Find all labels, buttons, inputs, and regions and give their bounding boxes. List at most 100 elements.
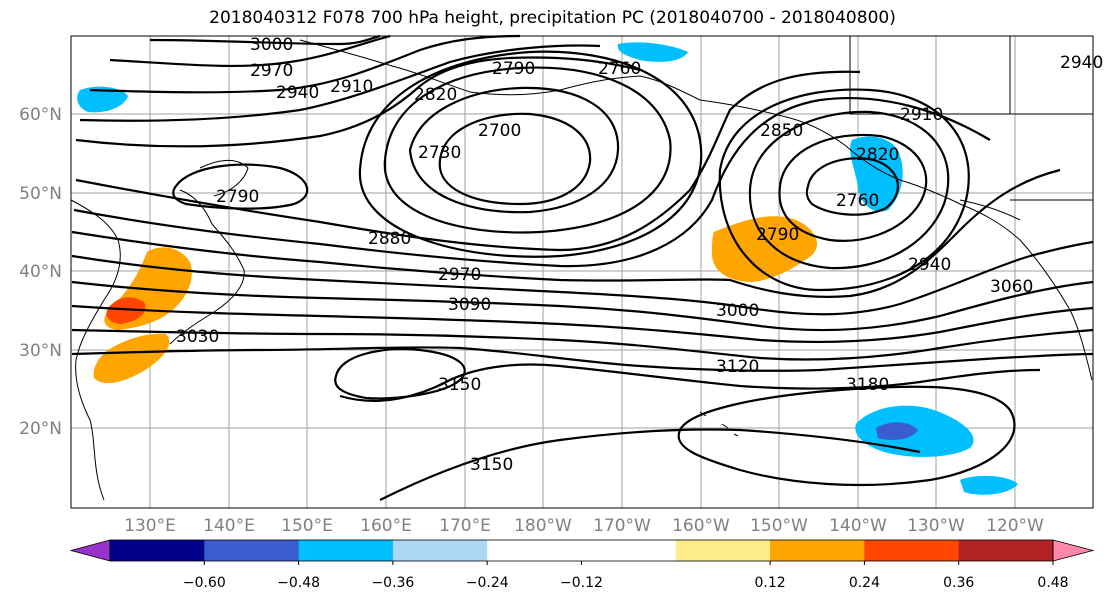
colorbar-segment [675,540,771,561]
contour-3000-top [149,34,381,46]
contour-2790-pacific [778,133,928,242]
latitude-tick-label: 60°N [19,105,62,125]
map-frame [70,35,1094,509]
longitude-tick-label: 160°W [672,516,730,536]
colorbar-tick-label: 0.48 [1037,575,1068,591]
contour-label: 3090 [448,295,491,315]
colorbar-segment [392,540,488,561]
contour-label: 3180 [846,375,889,395]
contour-3150-south [379,428,921,501]
contour-label: 2790 [756,225,799,245]
colorbar-segment [298,540,394,561]
longitude-tick-label: 160°E [360,516,412,536]
contour-2790-west [172,163,309,210]
contour-3150-loop [334,348,466,400]
colorbar-segment [770,540,865,561]
colorbar-extend-low [69,539,111,562]
contour-2970-top [109,34,391,68]
longitude-tick-label: 130°W [907,516,965,536]
contour-2700-loop [438,112,592,206]
contour-2760-pacific-low [805,157,899,216]
longitude-tick-label: 180°W [514,516,572,536]
contour-label: 2910 [900,105,943,125]
colorbar-tick-label: −0.48 [277,575,320,591]
contour-label: 2970 [250,61,293,81]
contour-label: 2880 [368,229,411,249]
contour-2880-top [75,56,641,148]
contour-label: 2970 [438,265,481,285]
contour-label: 2910 [330,77,373,97]
contour-label: 2700 [478,121,521,141]
contour-2970-mid [71,240,1094,316]
contour-label: 2820 [414,85,457,105]
contour-2880-mid [75,70,861,252]
contour-3000-mid [71,280,1094,332]
colorbar-tick-label: 0.24 [849,575,880,591]
map-title: 2018040312 F078 700 hPa height, precipit… [209,8,896,28]
contour-label: 3060 [990,277,1033,297]
longitude-tick-label: 120°W [986,516,1044,536]
contour-label: 2940 [276,83,319,103]
longitude-tick-label: 170°E [439,516,491,536]
longitude-tick-label: 130°E [124,516,176,536]
longitude-tick-label: 170°W [593,516,651,536]
longitude-tick-label: 140°E [203,516,255,536]
contour-label: 2940 [1060,53,1103,73]
contour-label: 2850 [760,121,803,141]
contour-label: 2760 [598,59,641,79]
contour-label: 3000 [250,35,293,55]
contour-3060-mid [71,328,1094,361]
latitude-labels: 60°N 50°N 40°N 30°N 20°N [19,105,62,439]
colorbar [69,539,1095,562]
contour-3090-mid [71,346,1094,372]
contour-3180-loop [677,385,1016,487]
contour-label: 3000 [716,301,759,321]
contour-label: 2760 [836,191,879,211]
longitude-labels: 130°E 140°E 150°E 160°E 170°E 180°W 170°W 160°W… [124,516,1044,536]
colorbar-segment [110,540,205,561]
colorbar-tick-label: −0.24 [466,575,509,591]
contour-label: 3120 [716,357,759,377]
longitude-tick-label: 150°W [750,516,808,536]
latitude-tick-label: 50°N [19,184,62,204]
height-contours [71,34,1094,501]
colorbar-segment [958,540,1054,561]
contour-label: 3150 [438,375,481,395]
contour-2910-top [79,44,601,122]
contour-label: 3150 [470,455,513,475]
contour-2730-loop [408,86,620,214]
contour-label: 2730 [418,143,461,163]
contour-label: 2820 [856,145,899,165]
contour-2850-pacific [718,88,970,292]
contour-label: 3030 [176,327,219,347]
colorbar-tick-label: −0.60 [183,575,226,591]
contour-2940-mid [71,168,1061,298]
precip-negative-arctic [617,42,688,62]
precip-negative-southeast [960,475,1018,495]
latitude-tick-label: 40°N [19,262,62,282]
precip-positive-japan-south [93,333,170,384]
colorbar-tick-label: −0.36 [371,575,414,591]
colorbar-segment [487,540,582,561]
precip-negative-alaska [850,136,903,212]
precip-negative-kamchatka [77,86,128,113]
latitude-tick-label: 20°N [19,419,62,439]
colorbar-tick-label: −0.12 [560,575,603,591]
contour-2940-top [89,34,521,94]
precip-strong-japan [106,297,146,324]
colorbar-segment [204,540,300,561]
contour-3120-line [339,363,1041,402]
contour-label: 2790 [216,187,259,207]
longitude-tick-label: 140°W [829,516,887,536]
contour-label: 2940 [908,255,951,275]
colorbar-tick-label: 0.36 [943,575,974,591]
colorbar-labels: −0.60 −0.48 −0.36 −0.24 −0.12 0.12 0.24 0.36 0.4… [183,561,1069,591]
precip-positive-pacific [712,216,818,282]
contour-2820-pacific [748,110,950,270]
contour-2790-loop [358,50,703,258]
colorbar-segment [581,540,677,561]
contour-labels: 3000 2970 2940 2910 2820 2790 2760 2730 … [176,35,1103,475]
colorbar-extend-high [1052,539,1095,562]
contour-2760-loop [383,66,672,234]
